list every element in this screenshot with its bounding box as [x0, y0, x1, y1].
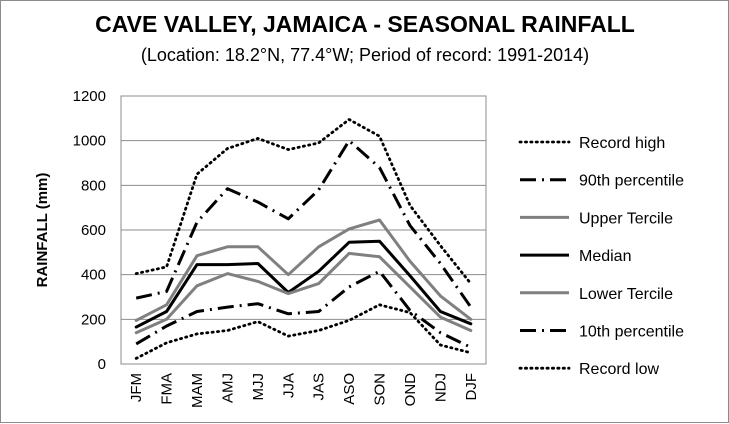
x-tick-label: NDJ [432, 373, 449, 402]
y-tick-label: 600 [81, 222, 106, 239]
x-tick-label: AMJ [219, 373, 236, 403]
series-line-10th-percentile [135, 269, 472, 349]
legend-label: Lower Tercile [579, 286, 673, 303]
legend-label: 90th percentile [579, 173, 684, 190]
chart-subtitle: (Location: 18.2°N, 77.4°W; Period of rec… [141, 45, 589, 65]
legend-label: 10th percentile [579, 324, 684, 341]
x-tick-label: MJJ [250, 373, 267, 401]
legend: Record high 90th percentile Upper Tercile M… [518, 135, 684, 378]
x-tick-label: JFM [128, 373, 145, 402]
chart-title: CAVE VALLEY, JAMAICA - SEASONAL RAINFALL [95, 11, 635, 37]
legend-label: Record low [579, 361, 659, 378]
x-tick-label: ASO [341, 373, 358, 405]
x-tick-label: FMA [159, 373, 176, 405]
y-tick-label: 200 [81, 311, 106, 328]
legend-label: Upper Tercile [579, 210, 673, 227]
x-tick-label: OND [402, 373, 419, 407]
y-tick-label: 1200 [73, 88, 106, 105]
x-tick-label: JJA [280, 373, 297, 398]
series-lines [134, 118, 473, 360]
x-tick-label: DJF [463, 373, 480, 401]
y-tick-label: 400 [81, 267, 106, 284]
plot-area-border [120, 95, 487, 365]
series-line-median [134, 239, 473, 329]
y-tick-label: 0 [98, 356, 106, 373]
y-tick-label: 800 [81, 177, 106, 194]
series-line-upper-tercile [134, 218, 473, 322]
legend-label: Median [579, 248, 631, 265]
x-tick-label: MAM [189, 373, 206, 408]
x-tick-label: JAS [311, 373, 328, 401]
y-tick-label: 1000 [73, 133, 106, 150]
x-tick-labels: JFM FMA MAM AMJ MJJ JJA JAS ASO SON OND NDJ DJF [128, 373, 480, 408]
series-line-90th-percentile [135, 139, 473, 308]
x-tick-label: SON [372, 373, 389, 406]
legend-label: Record high [579, 135, 665, 152]
series-line-lower-tercile [134, 251, 473, 335]
gridlines [121, 95, 486, 365]
series-line-record-low [134, 303, 473, 360]
series-line-record-high [134, 118, 473, 286]
y-tick-labels: 0 200 400 600 800 1000 1200 [73, 88, 106, 373]
y-axis-title: RAINFALL (mm) [34, 173, 51, 288]
